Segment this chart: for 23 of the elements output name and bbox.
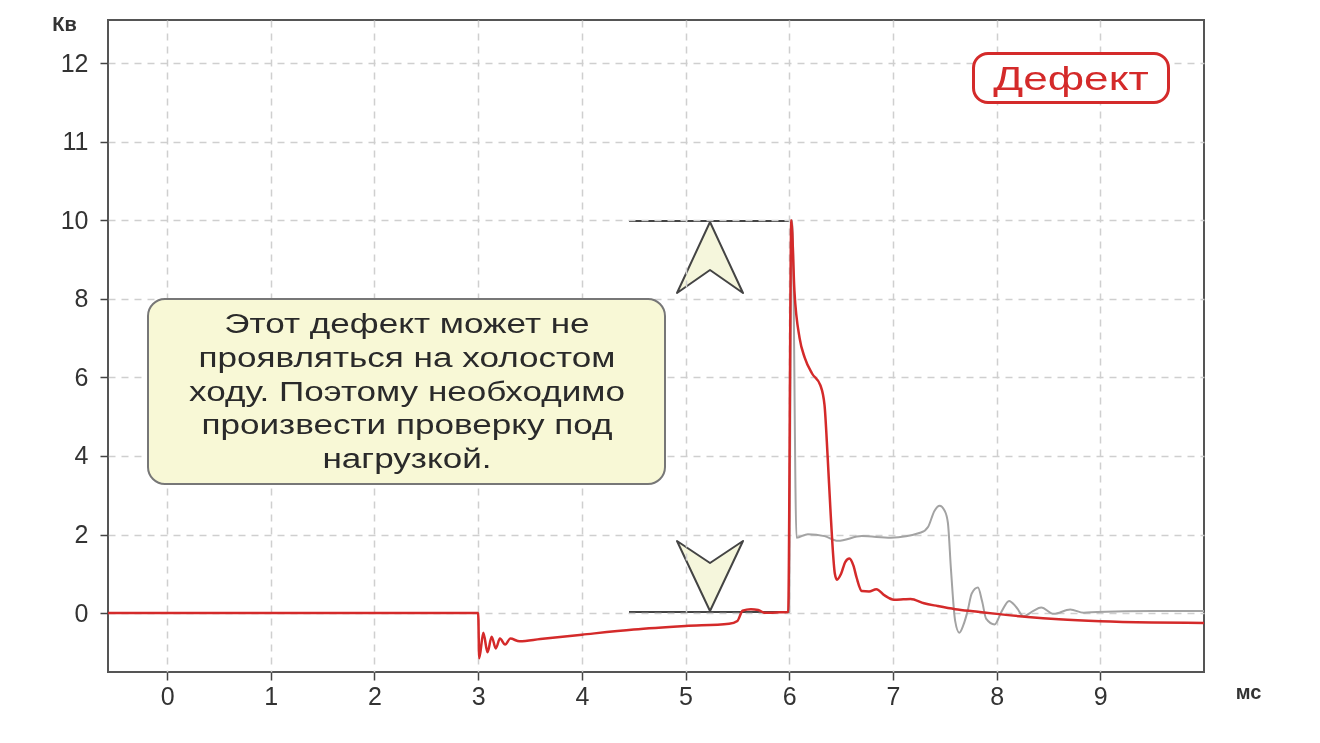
line-series bbox=[108, 219, 1204, 660]
x-tick-label: 1 bbox=[264, 681, 279, 710]
y-tick-label: 10 bbox=[60, 205, 89, 234]
x-tick-label: 9 bbox=[1093, 681, 1108, 710]
x-tick-label: 0 bbox=[160, 681, 175, 710]
y-tick-label: 2 bbox=[74, 520, 89, 549]
x-tick-label: 4 bbox=[575, 681, 590, 710]
y-tick-label: 8 bbox=[74, 284, 89, 313]
x-tick-label: 5 bbox=[679, 681, 693, 710]
y2-axis-title: Кв bbox=[52, 12, 77, 35]
annotation: Дефект bbox=[993, 57, 1149, 99]
x-tick-label: 3 bbox=[471, 681, 486, 710]
x-tick-label: 6 bbox=[782, 681, 797, 710]
y-tick-label: 6 bbox=[74, 362, 89, 391]
y2-tick-label: 12 bbox=[60, 48, 89, 77]
y2-tick-label: 11 bbox=[62, 127, 89, 156]
y-tick-label: 4 bbox=[74, 441, 89, 470]
x-axis-title: мс bbox=[1235, 680, 1262, 703]
x-tick-label: 2 bbox=[368, 681, 382, 710]
y-tick-label: 0 bbox=[74, 598, 89, 627]
x-tick-label: 8 bbox=[990, 681, 1005, 710]
x-tick-label: 7 bbox=[886, 681, 901, 710]
annotation: Этот дефект может не проявляться на холостом ходу. Поэтому необходимо произвести проверку под нагрузкой. bbox=[188, 307, 626, 476]
